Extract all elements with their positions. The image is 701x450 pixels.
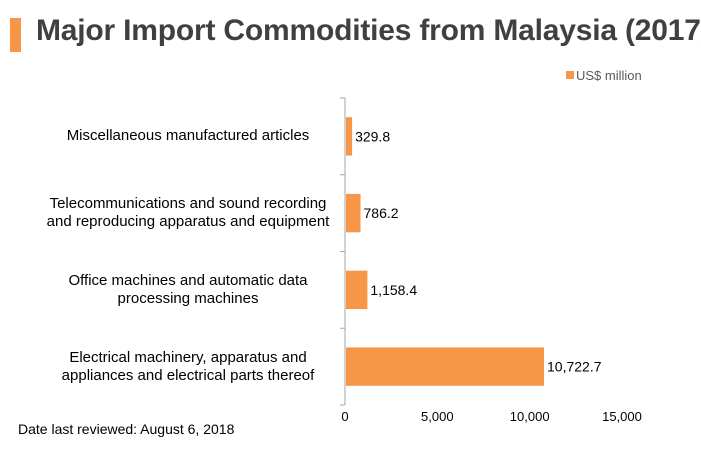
chart-legend: US$ million — [566, 68, 642, 83]
x-tick-label: 5,000 — [421, 409, 454, 424]
category-label: Telecommunications and sound recording a… — [46, 195, 330, 231]
bar-value-label: 1,158.4 — [370, 282, 417, 298]
page-title: Major Import Commodities from Malaysia (… — [36, 14, 701, 47]
data-labels-group: 329.8 786.2 1,158.4 10,722.7 — [355, 128, 602, 374]
footnote: Date last reviewed: August 6, 2018 — [18, 421, 235, 437]
bars-group — [346, 117, 545, 386]
x-tick-label: 10,000 — [510, 409, 550, 424]
value-axis: 0 5,000 10,000 15,000 — [341, 409, 642, 424]
category-axis — [340, 97, 346, 406]
bar-value-label: 786.2 — [364, 205, 399, 221]
bar-value-label: 10,722.7 — [547, 359, 602, 375]
title-accent-bar — [10, 18, 21, 52]
category-label: Miscellaneous manufactured articles — [66, 127, 310, 145]
bar — [346, 193, 361, 233]
category-label: Office machines and automatic data proce… — [68, 271, 308, 307]
category-label: Electrical machinery, apparatus and appl… — [61, 348, 315, 384]
legend-swatch — [566, 71, 574, 79]
bar — [346, 117, 353, 156]
x-tick-label: 15,000 — [602, 409, 642, 424]
bar-value-label: 329.8 — [355, 128, 390, 144]
bar — [346, 270, 368, 310]
bar — [346, 347, 545, 386]
x-tick-label: 0 — [341, 409, 348, 424]
legend-label: US$ million — [576, 68, 642, 83]
